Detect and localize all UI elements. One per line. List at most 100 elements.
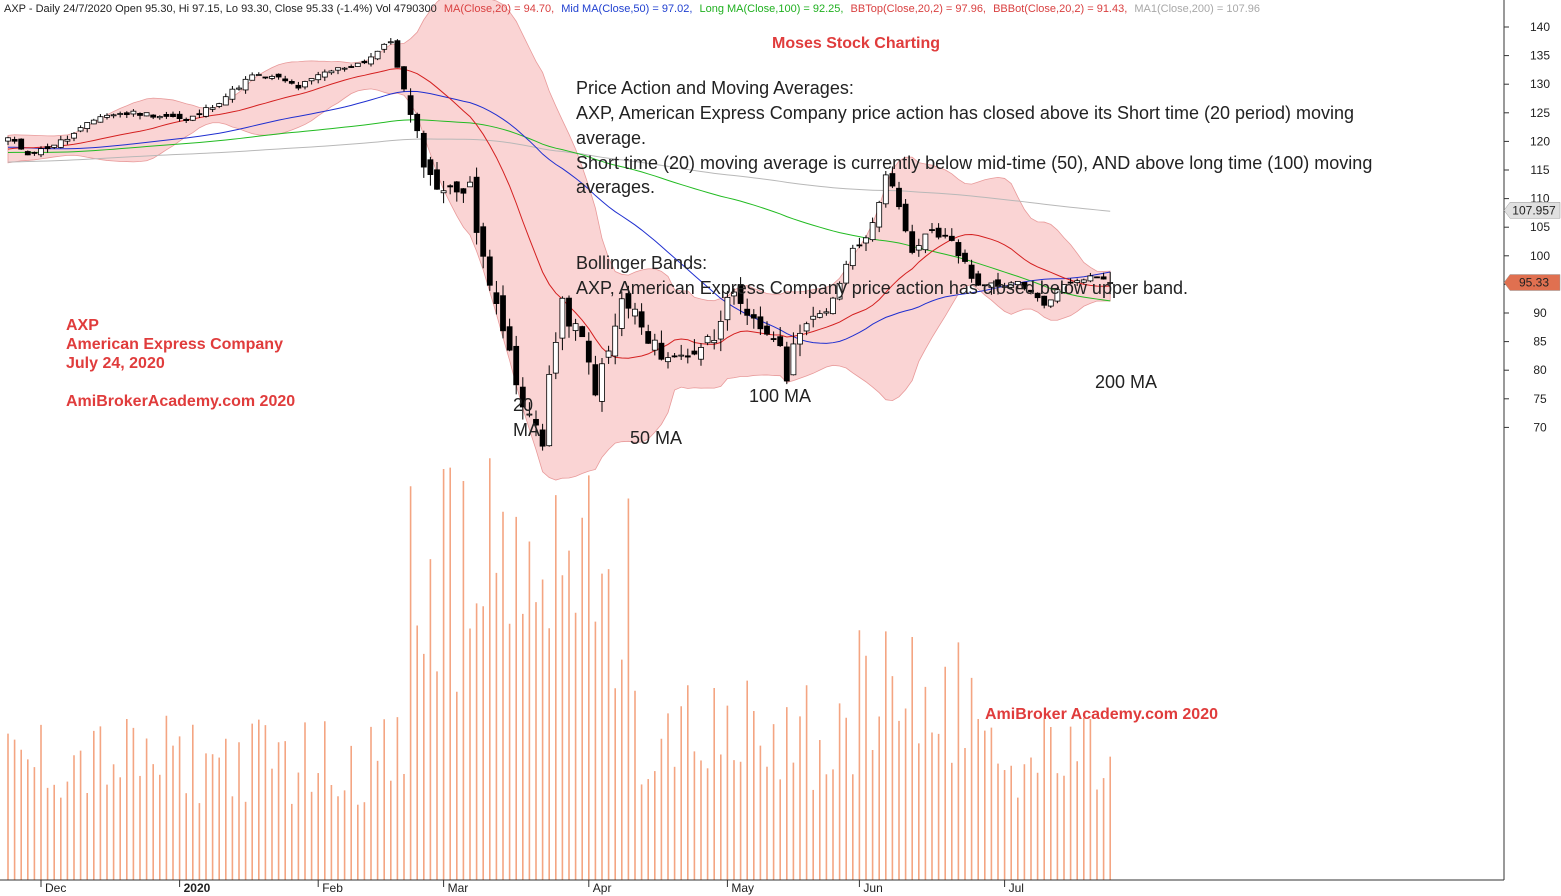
candle-body xyxy=(744,308,751,316)
candle-body xyxy=(31,152,38,154)
ma50-line xyxy=(7,90,1111,344)
candle-body xyxy=(810,315,817,320)
candle-body xyxy=(123,112,130,116)
candle-body xyxy=(988,282,995,288)
candle-body xyxy=(882,174,889,205)
candle-body xyxy=(929,229,935,231)
candle-body xyxy=(24,151,31,156)
candle-body xyxy=(282,78,289,82)
candle-body xyxy=(764,325,770,335)
candle-body xyxy=(44,146,51,150)
candle-body xyxy=(394,40,401,68)
candle-body xyxy=(420,132,427,168)
candle-body xyxy=(962,252,968,262)
chart-title: Moses Stock Charting xyxy=(772,35,940,52)
candle-body xyxy=(552,342,559,374)
label-site-bottom: AmiBroker Academy.com 2020 xyxy=(985,706,1218,723)
candle-body xyxy=(658,342,665,360)
candle-body xyxy=(216,103,223,107)
candle-body xyxy=(816,313,823,318)
ma200-label: 200 MA xyxy=(1095,372,1157,392)
candle-body xyxy=(684,355,691,358)
candle-body xyxy=(486,256,493,286)
candle-body xyxy=(783,346,790,382)
label-company: American Express Company xyxy=(66,336,283,353)
candle-body xyxy=(473,176,480,233)
candle-body xyxy=(1100,276,1107,280)
candle-body xyxy=(1061,284,1067,293)
time-tick-label: Apr xyxy=(593,881,612,895)
time-tick-label: Mar xyxy=(448,881,469,895)
price-axis: 707580859095100105110115120125130135140 xyxy=(1503,0,1550,880)
candle-body xyxy=(407,95,414,115)
candle-body xyxy=(137,113,143,116)
candle-body xyxy=(737,284,744,304)
candle-body xyxy=(1094,276,1100,279)
note-line-5: averages. xyxy=(576,177,655,197)
candle-body xyxy=(1107,282,1114,284)
candle-body xyxy=(856,244,863,247)
candle-body xyxy=(328,70,335,74)
price-tick-label: 85 xyxy=(1533,335,1547,349)
price-tick-label: 135 xyxy=(1530,49,1550,63)
candle-body xyxy=(1087,275,1094,282)
candle-body xyxy=(104,114,110,118)
candle-body xyxy=(665,357,671,363)
price-tick-label: 100 xyxy=(1530,249,1550,263)
candle-body xyxy=(942,234,949,237)
candle-body xyxy=(750,314,757,319)
note-line-4: Short time (20) moving average is curren… xyxy=(576,153,1372,173)
candle-body xyxy=(506,326,513,351)
candle-body xyxy=(638,311,645,328)
candle-body xyxy=(414,113,421,132)
candle-body xyxy=(84,122,91,129)
candle-body xyxy=(117,113,124,115)
candle-body xyxy=(467,181,473,188)
candle-body xyxy=(493,292,500,304)
candle-body xyxy=(275,73,282,78)
candle-body xyxy=(189,115,196,121)
ma20-label-top: 20 xyxy=(513,395,533,415)
candle-body xyxy=(170,113,176,117)
candle-body xyxy=(269,75,275,79)
candle-body xyxy=(130,110,137,115)
candle-body xyxy=(1054,289,1061,302)
candle-body xyxy=(896,187,902,208)
candle-body xyxy=(777,336,784,347)
price-tags: 107.957 95.33 xyxy=(1503,202,1561,291)
price-tick-label: 70 xyxy=(1533,420,1547,434)
header-ma200: MA1(Close,200) = 107.96 xyxy=(1134,3,1260,15)
candle-body xyxy=(698,347,704,360)
candle-body xyxy=(255,74,262,76)
candle-body xyxy=(335,67,341,71)
candle-body xyxy=(229,88,236,100)
header-symbol-info: AXP - Daily 24/7/2020 Open 95.30, Hi 97.… xyxy=(4,3,437,15)
candle-body xyxy=(797,332,803,345)
candle-body xyxy=(731,291,737,297)
time-tick-label: May xyxy=(731,881,754,895)
candle-body xyxy=(915,245,922,251)
ma20-label-bottom: MA xyxy=(513,420,540,440)
candle-body xyxy=(11,139,18,142)
price-tick-label: 125 xyxy=(1530,106,1550,120)
candle-body xyxy=(110,114,117,117)
candle-body xyxy=(849,247,856,267)
candle-body xyxy=(546,373,553,447)
candle-body xyxy=(176,113,183,120)
candle-body xyxy=(559,297,566,339)
chart-header: AXP - Daily 24/7/2020 Open 95.30, Hi 97.… xyxy=(4,3,1260,15)
header-ma100: Long MA(Close,100) = 92.25, xyxy=(699,3,843,15)
candle-body xyxy=(519,386,526,408)
candle-body xyxy=(968,264,975,279)
header-ma20: MA(Close,20) = 94.70, xyxy=(444,3,554,15)
candle-body xyxy=(513,345,520,386)
time-tick-label: Feb xyxy=(322,881,343,895)
candle-body xyxy=(1074,280,1081,283)
candle-body xyxy=(203,107,209,117)
candle-body xyxy=(902,203,909,232)
candle-body xyxy=(585,340,592,363)
note-line-2: AXP, American Express Company price acti… xyxy=(576,103,1354,123)
candle-body xyxy=(869,222,876,241)
candle-body xyxy=(1034,292,1041,299)
candle-body xyxy=(453,181,460,193)
